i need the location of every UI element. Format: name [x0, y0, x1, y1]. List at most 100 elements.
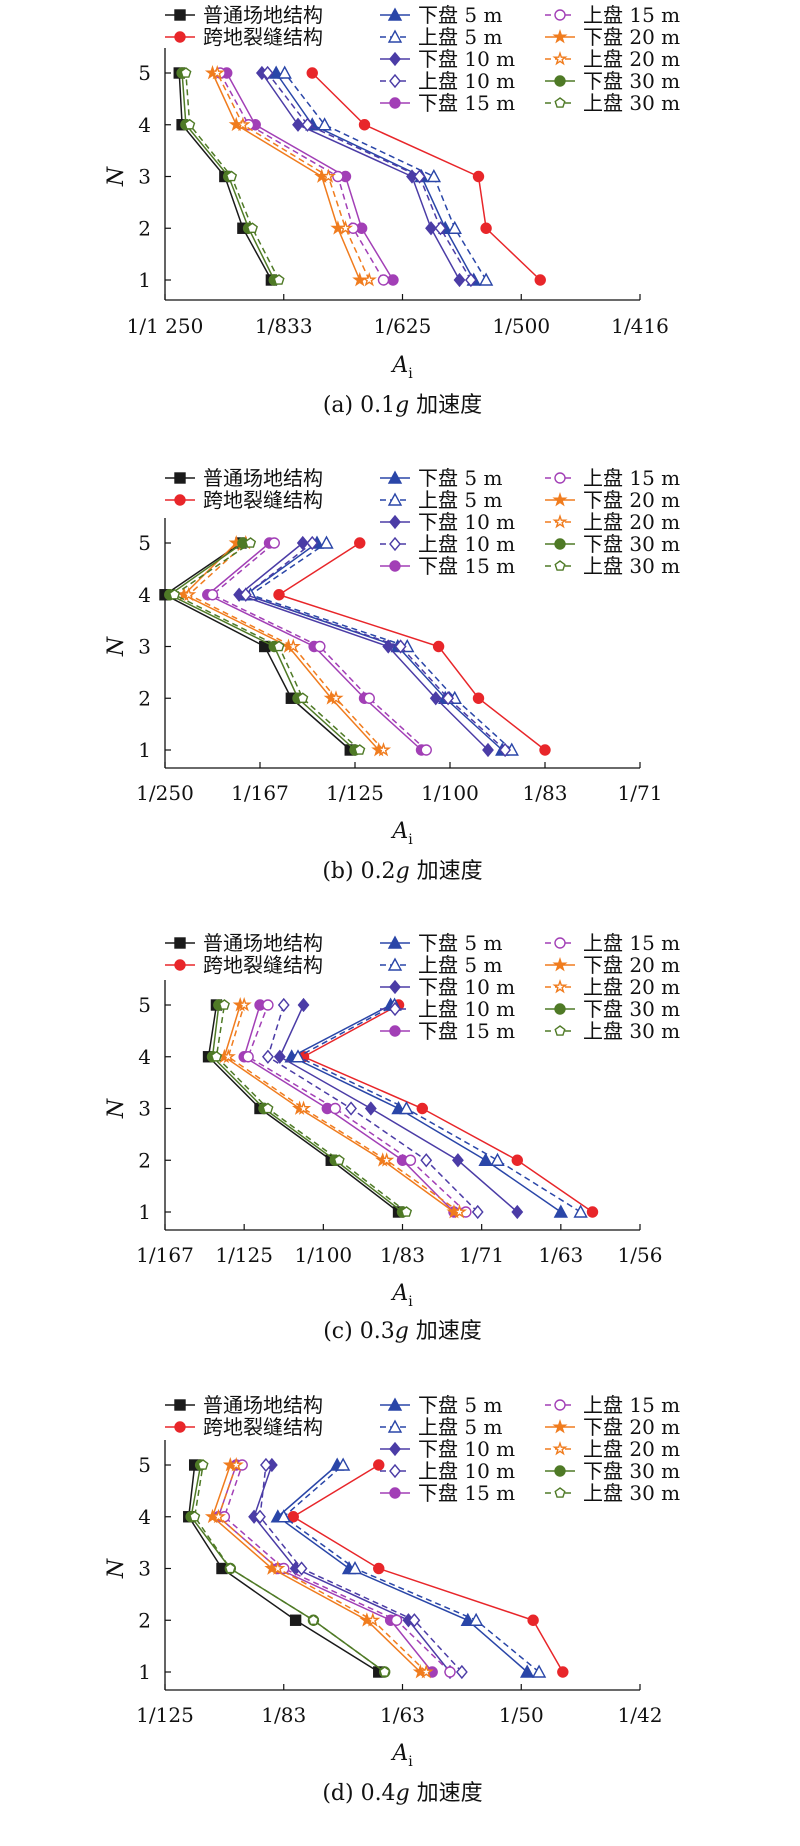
legend-item: 下盘 15 m	[380, 554, 515, 578]
legend-item: 跨地裂缝结构	[165, 488, 323, 512]
legend-item: 下盘 10 m	[380, 975, 515, 999]
data-point	[262, 999, 274, 1011]
legend-label: 跨地裂缝结构	[203, 953, 323, 977]
data-point	[511, 1154, 523, 1166]
series-line	[247, 1004, 467, 1213]
data-point	[453, 272, 466, 288]
data-point	[420, 744, 432, 756]
series-line	[215, 1004, 407, 1213]
data-point	[452, 1153, 464, 1168]
legend-item: 下盘 30 m	[545, 532, 680, 556]
legend-label: 上盘 15 m	[583, 466, 680, 490]
series-10	[220, 997, 468, 1219]
data-point	[413, 169, 426, 184]
data-point	[520, 1664, 535, 1678]
caption-suffix: 加速度	[410, 859, 483, 884]
x-tick-label: 1/50	[499, 1703, 544, 1727]
data-point	[285, 638, 301, 653]
legend-item: 下盘 15 m	[380, 1019, 515, 1043]
data-point	[586, 1206, 599, 1218]
legend-item: 普通场地结构	[165, 931, 323, 955]
legend-item: 下盘 5 m	[380, 1393, 502, 1417]
panel-caption: (c) 0.3g 加速度	[323, 1319, 482, 1344]
y-tick-label: 2	[138, 686, 151, 710]
legend-item: 上盘 10 m	[380, 1459, 515, 1483]
legend-swatch-marker	[389, 97, 401, 109]
legend-item: 下盘 10 m	[380, 1437, 515, 1461]
legend-swatch-marker	[554, 538, 566, 550]
data-point	[335, 1457, 351, 1471]
legend-label: 上盘 30 m	[583, 1019, 680, 1043]
data-point	[218, 999, 230, 1010]
data-point	[268, 65, 284, 79]
data-point	[210, 1050, 223, 1062]
data-point	[277, 997, 290, 1013]
y-tick-label: 2	[138, 1608, 151, 1632]
data-point	[364, 1101, 377, 1116]
legend-swatch-marker	[174, 472, 186, 484]
legend-label: 下盘 20 m	[583, 1415, 680, 1439]
legend-item: 下盘 30 m	[545, 69, 680, 93]
data-point	[206, 589, 219, 601]
data-point	[262, 1049, 274, 1064]
x-axis-label-main: A	[390, 353, 408, 378]
data-point	[225, 170, 238, 182]
legend-swatch-marker	[552, 29, 568, 44]
legend-item: 下盘 20 m	[545, 1415, 680, 1439]
data-point	[511, 1204, 524, 1220]
legend-item: 上盘 5 m	[380, 953, 502, 977]
legend-swatch-marker	[552, 979, 568, 994]
legend-swatch-marker	[552, 51, 568, 66]
legend-label: 上盘 20 m	[583, 1437, 680, 1461]
legend-label: 跨地裂缝结构	[203, 25, 323, 49]
series-12	[168, 537, 366, 755]
x-tick-label: 1/83	[261, 1703, 306, 1727]
legend-label: 普通场地结构	[203, 1393, 323, 1417]
x-tick-label: 1/63	[380, 1703, 425, 1727]
y-tick-label: 4	[138, 113, 151, 137]
chart-panel-1: 1 2 3 4 5 N 1/1 250 1/833 1/625 1/500 1/416 Ai (a) 0…	[104, 3, 680, 418]
legend-swatch-marker	[174, 937, 186, 949]
legend-label: 下盘 5 m	[418, 1393, 502, 1417]
legend-label: 上盘 5 m	[418, 1415, 502, 1439]
y-tick-label: 1	[138, 268, 151, 292]
data-point	[296, 535, 309, 551]
y-tick-label: 5	[138, 993, 151, 1017]
legend-item: 下盘 20 m	[545, 488, 680, 512]
x-axis-label-main: A	[390, 819, 408, 844]
legend-label: 上盘 10 m	[418, 1459, 515, 1483]
data-point	[295, 1100, 312, 1115]
legend-swatch-marker	[389, 1025, 401, 1037]
legend-swatch-marker	[554, 9, 566, 21]
series-12	[189, 1459, 391, 1677]
series-line	[248, 542, 513, 751]
legend-swatch-marker	[387, 492, 403, 506]
data-point	[235, 116, 251, 132]
legend-label: 上盘 20 m	[583, 510, 680, 534]
legend-item: 上盘 10 m	[380, 997, 515, 1021]
series-2	[273, 537, 551, 756]
x-tick-label: 1/625	[374, 314, 432, 338]
legend-swatch-marker	[174, 9, 186, 21]
legend-item: 下盘 15 m	[380, 1481, 515, 1505]
data-point	[420, 1153, 433, 1168]
legend-swatch-marker	[554, 937, 566, 949]
data-point	[471, 1204, 484, 1220]
legend-swatch-marker	[554, 1025, 566, 1036]
data-point	[268, 537, 280, 549]
data-point	[345, 1101, 357, 1116]
legend-item: 上盘 15 m	[545, 931, 680, 955]
data-point	[416, 1102, 428, 1115]
data-point	[472, 692, 485, 704]
legend-swatch-marker	[174, 1421, 186, 1433]
data-point	[460, 1612, 475, 1626]
x-tick-label: 1/167	[136, 1243, 194, 1267]
legend-item: 下盘 10 m	[380, 510, 515, 534]
series-9	[204, 1457, 428, 1679]
legend-item: 跨地裂缝结构	[165, 953, 323, 977]
legend-item: 上盘 5 m	[380, 488, 502, 512]
x-axis-label-sub: i	[408, 832, 413, 848]
legend-swatch-marker	[389, 1463, 401, 1479]
data-point	[262, 1102, 274, 1114]
